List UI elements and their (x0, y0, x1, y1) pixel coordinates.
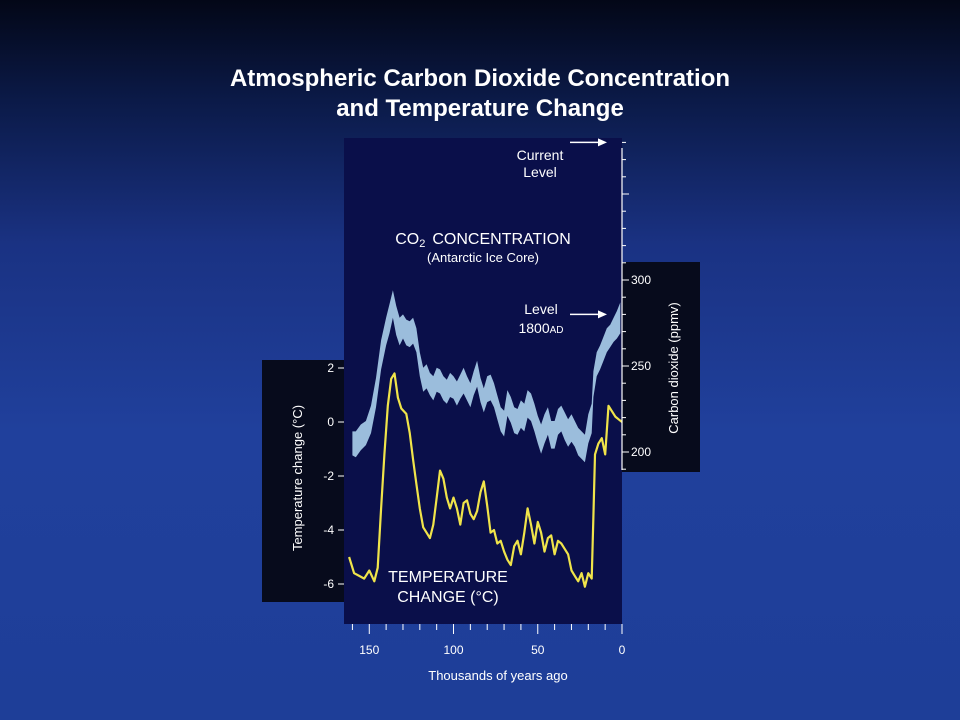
chart-title-line2: and Temperature Change (336, 95, 624, 122)
right-axis-panel (620, 262, 700, 472)
current-level-label-line1: Current (517, 147, 564, 163)
level-1800-year: 1800 (518, 320, 549, 336)
left-axis-tick-label: -4 (323, 523, 334, 537)
x-axis-tick-label: 0 (619, 643, 626, 657)
chart-marks: 300 250 200 2 0 -2 -4 -6 150 100 50 0 (323, 138, 651, 657)
left-axis-title: Temperature change (°C) (290, 405, 305, 551)
co2-label-prefix: CO (395, 231, 419, 248)
co2-label-subscript: 2 (419, 238, 425, 250)
level-1800-label-line2: 1800AD (518, 320, 563, 336)
arrow-head-icon (598, 138, 607, 147)
level-1800-label-line1: Level (524, 301, 557, 317)
x-axis-tick-label: 100 (443, 643, 463, 657)
x-axis-tick-label: 150 (359, 643, 379, 657)
temperature-change-line (348, 372, 623, 588)
left-axis-panel (262, 360, 344, 602)
right-axis-tick-label: 300 (631, 273, 651, 287)
current-level-label-line2: Level (523, 164, 556, 180)
chart-title-line1: Atmospheric Carbon Dioxide Concentration (230, 65, 730, 92)
right-axis-tick-label: 200 (631, 445, 651, 459)
right-axis-tick-label: 250 (631, 359, 651, 373)
left-axis-tick-label: -2 (323, 469, 334, 483)
arrow-head-icon (598, 310, 607, 319)
plot-area (344, 138, 622, 624)
temperature-series-label-line1: TEMPERATURE (388, 569, 508, 586)
x-axis-title: Thousands of years ago (428, 668, 567, 683)
left-axis-tick-label: -6 (323, 577, 334, 591)
left-axis-tick-label: 2 (327, 361, 334, 375)
co2-series-subtitle: (Antarctic Ice Core) (427, 250, 539, 265)
left-axis-tick-label: 0 (327, 415, 334, 429)
level-1800-era: AD (550, 325, 564, 336)
co2-label-suffix: CONCENTRATION (432, 231, 570, 248)
co2-series-label: CO2 CONCENTRATION (395, 231, 571, 250)
right-axis-title: Carbon dioxide (ppmv) (666, 302, 681, 434)
x-axis-tick-label: 50 (531, 643, 545, 657)
temperature-series-label-line2: CHANGE (°C) (397, 589, 499, 606)
